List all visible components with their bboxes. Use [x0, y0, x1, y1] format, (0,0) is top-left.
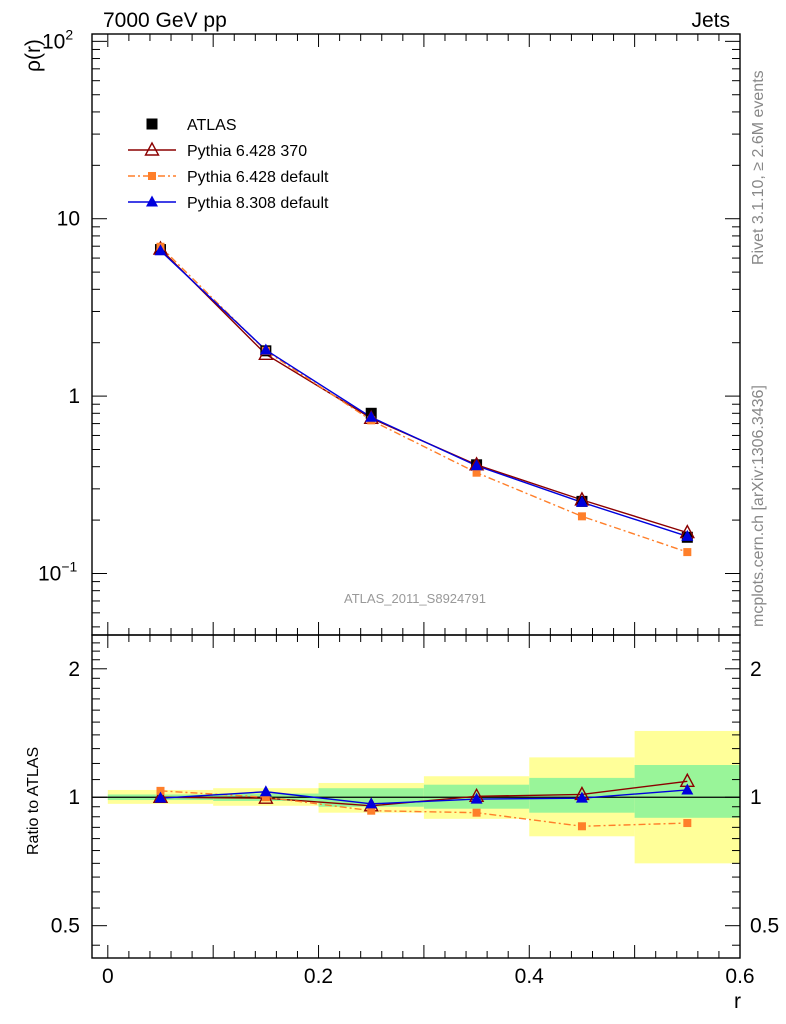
ratio-point-1	[156, 786, 165, 795]
side-label-upper: Rivet 3.1.10, ≥ 2.6M events	[750, 70, 767, 265]
main-point-3	[154, 244, 167, 256]
x-tick-label: 0.4	[515, 965, 545, 988]
analysis-id: ATLAS_2011_S8924791	[344, 591, 486, 606]
ratio-point-1	[472, 808, 481, 817]
main-point-3	[259, 343, 272, 355]
axis-tick-labels: 0 0.2 0.4 0.6 10−1 1 10 102 0.5 0.5 1 1 2 2	[38, 26, 779, 988]
main-y-axis-label: ρ(r)	[22, 39, 45, 72]
ratio-plot-frame	[91, 634, 741, 959]
y-tick-label: 102	[42, 26, 73, 53]
y-tick-label: 10	[57, 208, 80, 231]
header-left: 7000 GeV pp	[103, 9, 227, 32]
main-line-1	[159, 248, 688, 534]
legend-marker	[146, 195, 158, 207]
ratio-line-2	[160, 789, 688, 805]
ratio-y-tick-label: 1	[68, 786, 80, 809]
main-point-3	[365, 410, 378, 422]
main-point-2	[472, 468, 481, 477]
legend-label: Pythia 6.428 default	[187, 169, 329, 186]
main-point-2	[577, 512, 586, 521]
legend-marker	[146, 118, 158, 130]
ratio-y-tick-label-right: 0.5	[750, 915, 779, 938]
y-tick-label: 1	[68, 385, 80, 408]
ratio-point-2	[365, 797, 378, 809]
legend-marker	[148, 172, 156, 180]
ratio-y-tick-label-right: 1	[750, 786, 762, 809]
main-point-3	[681, 529, 694, 541]
ratio-y-tick-label-right: 2	[750, 658, 762, 681]
ratio-point-2	[575, 791, 588, 803]
ratio-point-2	[154, 791, 167, 803]
ratio-point-2	[259, 785, 272, 797]
ratio-line-1	[160, 790, 688, 827]
ratio-y-axis-label: Ratio to ATLAS	[25, 747, 42, 855]
side-label-lower: mcplots.cern.ch [arXiv:1306.3436]	[750, 385, 767, 627]
series-lines	[92, 246, 740, 827]
legend-label: ATLAS	[187, 117, 237, 134]
legend-label: Pythia 6.428 370	[187, 143, 307, 160]
ratio-point-2	[681, 783, 694, 795]
ratio-point-1	[261, 793, 270, 802]
ratio-point-1	[683, 819, 692, 828]
ratio-point-1	[367, 806, 376, 815]
x-tick-label: 0.2	[304, 965, 333, 988]
main-point-3	[470, 459, 483, 471]
main-line-2	[159, 246, 688, 553]
ratio-point-2	[470, 792, 483, 804]
legend: ATLAS Pythia 6.428 370 Pythia 6.428 defaul…	[128, 117, 329, 212]
axis-ticks	[92, 34, 741, 958]
legend-marker	[144, 141, 160, 156]
main-line-3	[160, 250, 688, 537]
x-axis-label: r	[734, 990, 741, 1013]
header-right: Jets	[691, 9, 730, 32]
x-tick-label: 0	[102, 965, 114, 988]
main-point-3	[575, 495, 588, 507]
ratio-y-tick-label: 2	[68, 658, 80, 681]
series-markers	[152, 240, 695, 831]
main-point-2	[683, 548, 692, 557]
x-tick-label: 0.6	[725, 965, 754, 988]
ratio-point-1	[577, 822, 586, 831]
legend-label: Pythia 8.308 default	[187, 195, 329, 212]
y-tick-label: 10−1	[38, 558, 78, 585]
ratio-y-tick-label: 0.5	[51, 915, 80, 938]
